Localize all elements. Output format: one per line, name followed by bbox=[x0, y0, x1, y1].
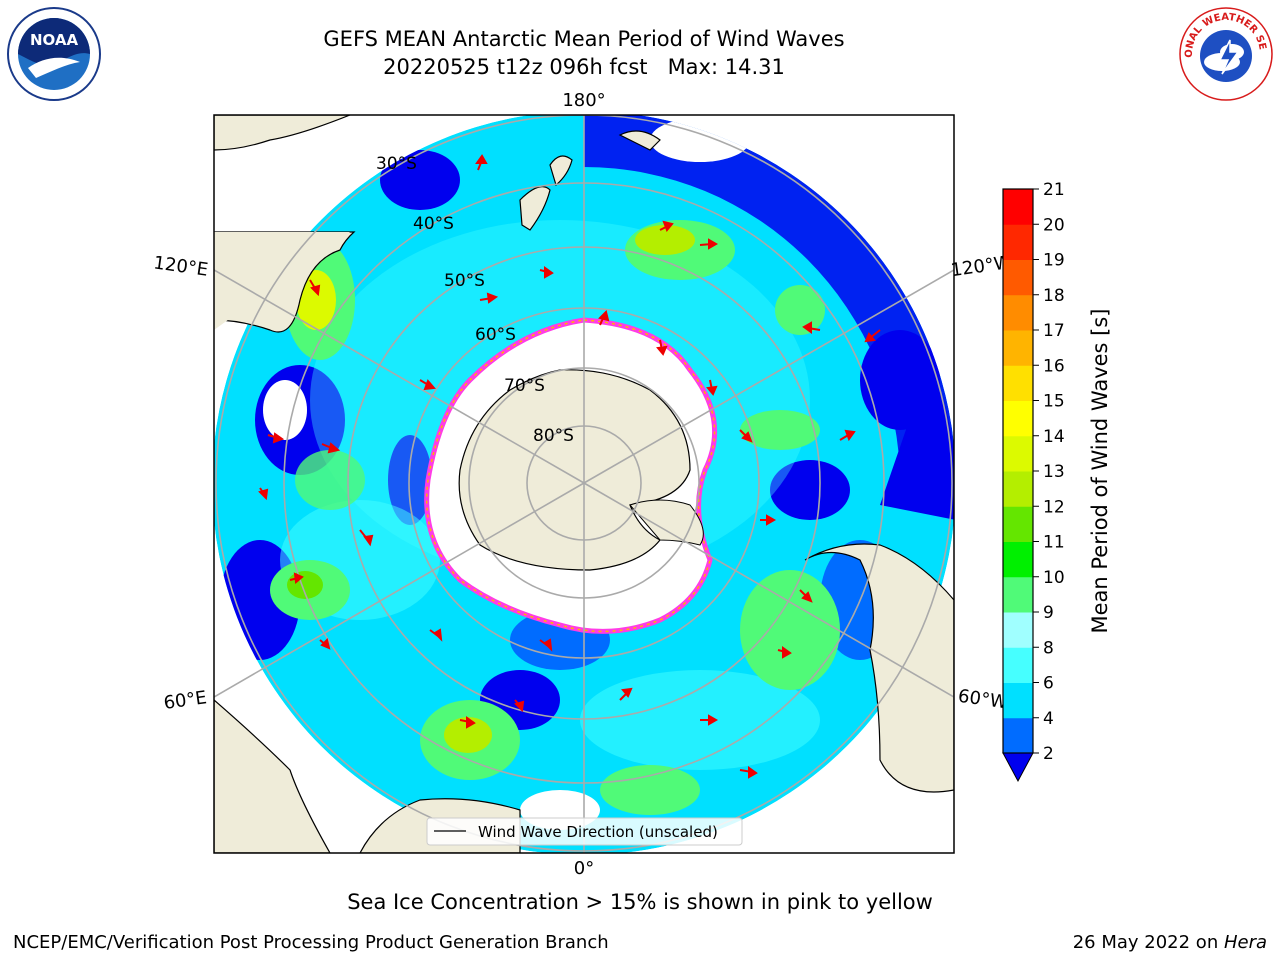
colorbar-swatch bbox=[1003, 435, 1033, 472]
colorbar-swatch bbox=[1003, 506, 1033, 542]
footer-date-text: 26 May 2022 on bbox=[1072, 932, 1224, 953]
colorbar-tick-label: 19 bbox=[1043, 251, 1065, 271]
map-subtitle: 20220525 t12z 096h fcst Max: 14.31 bbox=[383, 55, 785, 79]
colorbar: 2 4 6 8 9 10 11 12 13 14 15 16 17 18 19 20 21 Mean Perio… bbox=[1002, 180, 1112, 783]
map-frame bbox=[213, 114, 955, 854]
lat-label-70s: 70°S bbox=[504, 376, 545, 396]
noaa-logo-text: NOAA bbox=[30, 31, 79, 49]
colorbar-swatch bbox=[1003, 189, 1033, 225]
colorbar-tick-label: 4 bbox=[1043, 709, 1054, 729]
colorbar-tick-label: 8 bbox=[1043, 638, 1054, 658]
legend-label: Wind Wave Direction (unscaled) bbox=[478, 823, 718, 841]
colorbar-swatch bbox=[1003, 682, 1033, 719]
lat-label-80s: 80°S bbox=[533, 426, 574, 446]
colorbar-tick-label: 13 bbox=[1043, 462, 1065, 482]
lon-label-180: 180° bbox=[562, 90, 605, 111]
colorbar-tick-label: 9 bbox=[1043, 603, 1054, 623]
colorbar-swatch bbox=[1003, 365, 1033, 401]
lon-label-120e: 120°E bbox=[152, 252, 209, 280]
lat-label-30s: 30°S bbox=[376, 154, 417, 174]
colorbar-swatch bbox=[1003, 400, 1033, 437]
colorbar-tick-label: 11 bbox=[1043, 533, 1065, 553]
colorbar-extend-arrow bbox=[1002, 752, 1034, 783]
wind-wave-arrows bbox=[258, 154, 881, 779]
colorbar-tick-label: 12 bbox=[1043, 497, 1065, 517]
lat-label-40s: 40°S bbox=[413, 214, 454, 234]
map-title: GEFS MEAN Antarctic Mean Period of Wind … bbox=[323, 27, 845, 51]
colorbar-swatch bbox=[1003, 259, 1033, 296]
colorbar-tick-label: 18 bbox=[1043, 286, 1065, 306]
colorbar-swatch bbox=[1003, 471, 1033, 507]
colorbar-swatch bbox=[1003, 612, 1033, 648]
lat-label-60s: 60°S bbox=[475, 325, 516, 345]
antarctica bbox=[458, 369, 691, 571]
colorbar-swatch bbox=[1003, 576, 1033, 613]
colorbar-tick-label: 10 bbox=[1043, 568, 1065, 588]
sea-ice-caption: Sea Ice Concentration > 15% is shown in … bbox=[347, 890, 933, 914]
colorbar-tick-label: 20 bbox=[1043, 215, 1065, 235]
graticule bbox=[214, 115, 954, 853]
colorbar-swatch bbox=[1003, 294, 1033, 331]
lon-label-60e: 60°E bbox=[162, 687, 208, 714]
colorbar-tick-label: 6 bbox=[1043, 674, 1054, 694]
colorbar-tick-label: 16 bbox=[1043, 356, 1065, 376]
colorbar-tick-label: 17 bbox=[1043, 321, 1065, 341]
colorbar-swatch bbox=[1003, 717, 1033, 754]
footer-host: Hera bbox=[1223, 932, 1267, 953]
colorbar-swatch bbox=[1003, 647, 1033, 683]
colorbar-swatch bbox=[1003, 330, 1033, 366]
footer-credit: NCEP/EMC/Verification Post Processing Pr… bbox=[13, 932, 609, 953]
national-weather-service-logo: NATIONAL WEATHER SERVICE bbox=[1178, 6, 1273, 101]
lon-label-0: 0° bbox=[574, 858, 594, 879]
noaa-logo: NOAA bbox=[7, 7, 101, 101]
map-legend: Wind Wave Direction (unscaled) bbox=[426, 817, 743, 846]
lat-label-50s: 50°S bbox=[444, 271, 485, 291]
colorbar-swatch bbox=[1003, 224, 1033, 260]
colorbar-label: Mean Period of Wind Waves [s] bbox=[1088, 309, 1112, 634]
colorbar-tick-label: 14 bbox=[1043, 427, 1065, 447]
colorbar-swatch bbox=[1003, 541, 1033, 578]
colorbar-tick-label: 21 bbox=[1043, 180, 1065, 200]
colorbar-tick-label: 2 bbox=[1043, 744, 1054, 764]
colorbar-tick-label: 15 bbox=[1043, 392, 1065, 412]
footer-date: 26 May 2022 on Hera bbox=[1073, 932, 1267, 953]
